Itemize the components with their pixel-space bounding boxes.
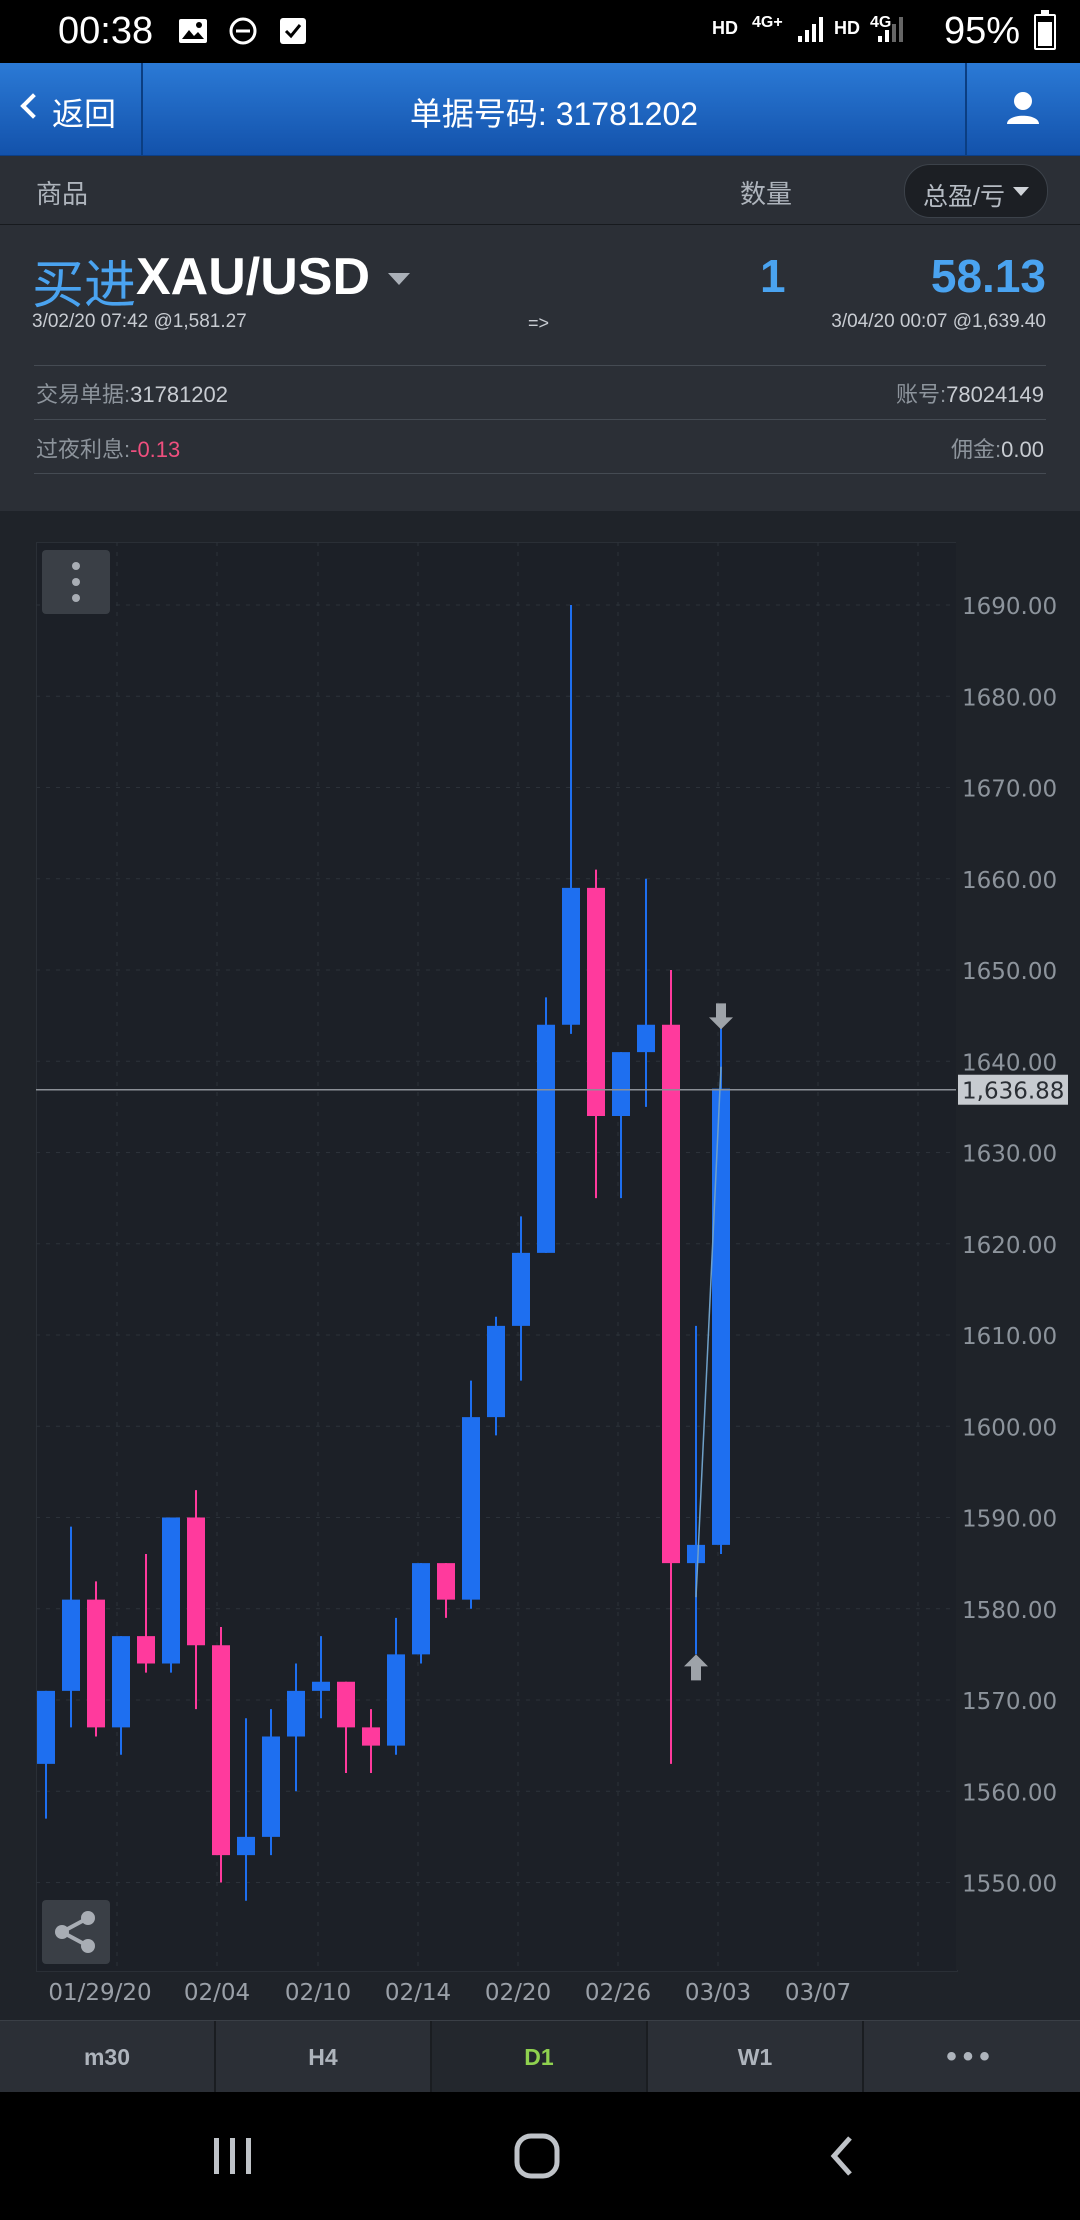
hd-label-2: HD [834,18,860,38]
back-label: 返回 [52,96,117,132]
page-title: 单据号码: 31781202 [409,96,699,132]
product-column-label: 商品 [36,179,89,209]
timeframe-h4[interactable]: H4 [216,2021,432,2093]
column-header: 商品 数量 总盈/亏 [0,156,1080,225]
commission-value: 0.00 [1001,437,1044,462]
swap-label: 过夜利息: [36,437,131,462]
battery-percent: 95% [943,10,1020,52]
price-axis-area [956,542,1080,1970]
menu-dot [72,594,80,602]
timeframe-d1[interactable]: D1 [432,2021,648,2093]
battery-icon [1034,10,1056,50]
divider [34,473,1046,474]
status-time: 00:38 [58,10,154,52]
recent-apps-icon[interactable] [210,2134,256,2178]
order-value: 31781202 [130,382,229,407]
date-tick-label: 02/04 [184,1980,250,2006]
position-profit: 58.13 [930,250,1046,302]
do-not-disturb-icon [229,17,257,45]
account-label: 账号: [895,382,947,407]
close-info: 3/04/20 00:07 @1,639.40 [831,311,1046,332]
order-row: 交易单据:31781202 [36,377,228,409]
status-bar: 00:38 HD 4G+ HD 4G 95% [0,0,1080,63]
date-tick-label: 02/26 [585,1980,651,2006]
quantity-column-label: 数量 [740,179,793,209]
chevron-left-icon [20,93,46,119]
dropdown-arrow-icon [1013,187,1029,196]
share-button[interactable] [42,1900,110,1964]
menu-dot [72,562,80,570]
share-icon [55,1911,95,1953]
more-icon: ••• [946,2040,996,2073]
back-nav-icon[interactable] [822,2132,862,2180]
date-tick-label: 02/14 [385,1980,451,2006]
timeframe-w1[interactable]: W1 [648,2021,864,2093]
system-nav-bar [0,2092,1080,2220]
order-label: 交易单据: [36,382,131,407]
date-tick-label: 01/29/20 [48,1980,151,2006]
home-icon[interactable] [512,2132,562,2180]
network-label-1: 4G+ [752,14,783,31]
timeframe-bar: m30 H4 D1 W1 ••• [0,2020,1080,2093]
divider [34,419,1046,420]
user-icon [1007,92,1039,124]
position-panel: 买进 XAU/USD 1 58.13 3/02/20 07:42 @1,581.… [0,225,1080,511]
back-button[interactable]: 返回 [0,63,143,155]
checkbox-icon [280,18,306,44]
hd-label-1: HD [712,18,738,38]
date-tick-label: 03/07 [785,1980,851,2006]
account-button[interactable] [965,63,1080,155]
profit-loss-label: 总盈/亏 [923,183,1005,211]
chart-area[interactable] [36,542,958,1972]
commission-row: 佣金:0.00 [951,432,1044,464]
open-info: 3/02/20 07:42 @1,581.27 [32,311,247,332]
date-tick-label: 02/20 [485,1980,551,2006]
arrow-info: => [528,313,550,333]
network-label-2: 4G [870,14,892,31]
image-icon [179,19,207,43]
profit-loss-dropdown[interactable]: 总盈/亏 [904,164,1048,218]
swap-value: -0.13 [130,437,181,462]
symbol-dropdown-icon[interactable] [388,273,410,285]
commission-label: 佣金: [951,437,1002,462]
trade-side: 买进 [32,257,137,315]
signal-icon [798,17,823,42]
chart-menu-button[interactable] [42,550,110,614]
date-tick-label: 02/10 [285,1980,351,2006]
divider [34,365,1046,366]
swap-row: 过夜利息:-0.13 [36,432,180,464]
date-tick-label: 03/03 [685,1980,751,2006]
timeframe-more[interactable]: ••• [864,2021,1078,2093]
signal-icon-2 [878,17,903,42]
account-value: 78024149 [946,382,1044,407]
account-row: 账号:78024149 [896,377,1044,409]
top-bar: 返回 单据号码: 31781202 [0,63,1080,156]
symbol-selector[interactable]: XAU/USD [136,248,371,306]
timeframe-m30[interactable]: m30 [0,2021,216,2093]
menu-dot [72,578,80,586]
position-quantity: 1 [760,250,786,302]
